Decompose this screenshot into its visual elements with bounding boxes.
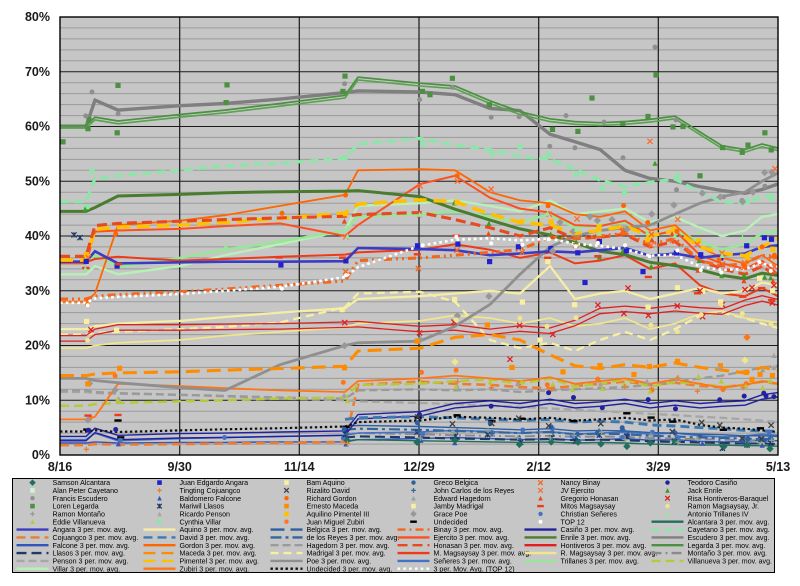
svg-text:12/29: 12/29 <box>403 460 434 474</box>
svg-text:0%: 0% <box>32 448 50 462</box>
svg-text:Richard Gordon: Richard Gordon <box>307 495 357 503</box>
svg-text:Poe 3 per. mov. avg.: Poe 3 per. mov. avg. <box>307 558 372 566</box>
svg-text:Eddie Villanueva: Eddie Villanueva <box>53 518 106 526</box>
svg-text:50%: 50% <box>25 174 50 188</box>
svg-text:Mariwil Llasos: Mariwil Llasos <box>180 503 225 511</box>
svg-text:Juan Miguel Zubiri: Juan Miguel Zubiri <box>307 518 365 526</box>
svg-text:Gregorio Honasan: Gregorio Honasan <box>561 495 619 503</box>
svg-text:Alcantara 3 per. mov. avg.: Alcantara 3 per. mov. avg. <box>688 518 770 526</box>
svg-text:Aquilino Pimentel III: Aquilino Pimentel III <box>307 511 370 519</box>
svg-text:Aquino 3 per. mov. avg.: Aquino 3 per. mov. avg. <box>180 526 254 534</box>
svg-text:Hontiveros 3 per. mov. avg.: Hontiveros 3 per. mov. avg. <box>561 542 647 550</box>
svg-text:Villanueva 3 per. mov. avg.: Villanueva 3 per. mov. avg. <box>688 558 773 566</box>
svg-text:John Carlos de los Reyes: John Carlos de los Reyes <box>434 487 515 495</box>
svg-text:Grace Poe: Grace Poe <box>434 511 468 519</box>
svg-text:Montaño 3 per. mov. avg.: Montaño 3 per. mov. avg. <box>688 550 768 558</box>
svg-text:Christian Señeres: Christian Señeres <box>561 511 618 519</box>
svg-text:Cojuangco 3 per. mov. avg.: Cojuangco 3 per. mov. avg. <box>53 534 139 542</box>
svg-text:Escudero 3 per. mov. avg.: Escudero 3 per. mov. avg. <box>688 534 770 542</box>
svg-text:30%: 30% <box>25 284 50 298</box>
svg-text:Belgica 3 per. mov. avg.: Belgica 3 per. mov. avg. <box>307 526 382 534</box>
svg-text:Señeres 3 per. mov. avg.: Señeres 3 per. mov. avg. <box>434 558 512 566</box>
svg-text:Samson Alcantara: Samson Alcantara <box>53 479 111 487</box>
svg-text:Falcone 3 per. mov. avg.: Falcone 3 per. mov. avg. <box>53 542 130 550</box>
svg-text:9/30: 9/30 <box>168 460 192 474</box>
svg-text:Tingting Cojuangco: Tingting Cojuangco <box>180 487 241 495</box>
svg-text:Edward Hagedorn: Edward Hagedorn <box>434 495 491 503</box>
svg-text:20%: 20% <box>25 339 50 353</box>
svg-text:60%: 60% <box>25 120 50 134</box>
svg-text:40%: 40% <box>25 229 50 243</box>
svg-text:Madrigal 3 per. mov. avg.: Madrigal 3 per. mov. avg. <box>307 550 386 558</box>
svg-text:Antonio Trillanes IV: Antonio Trillanes IV <box>688 511 749 519</box>
svg-text:3 per. Mov. Avg. (TOP 12): 3 per. Mov. Avg. (TOP 12) <box>434 565 515 573</box>
svg-text:Honasan 3 per. mov. avg.: Honasan 3 per. mov. avg. <box>434 542 514 550</box>
svg-text:Villar 3 per. mov. avg.: Villar 3 per. mov. avg. <box>53 565 121 573</box>
svg-text:Cynthia Villar: Cynthia Villar <box>180 518 222 526</box>
svg-text:R. Magsaysay 3 per. mov. avg.: R. Magsaysay 3 per. mov. avg. <box>561 550 658 558</box>
svg-text:Rizalito David: Rizalito David <box>307 487 350 495</box>
svg-text:Pimentel 3 per. mov. avg.: Pimentel 3 per. mov. avg. <box>180 558 260 566</box>
svg-text:JV Ejercito: JV Ejercito <box>561 487 595 495</box>
svg-text:2/12: 2/12 <box>527 460 551 474</box>
svg-text:5/13: 5/13 <box>766 460 790 474</box>
svg-text:Ramon Magsaysay, Jr.: Ramon Magsaysay, Jr. <box>688 503 760 511</box>
svg-text:Cayetano 3 per. mov. avg.: Cayetano 3 per. mov. avg. <box>688 526 770 534</box>
svg-text:Trillanes 3 per. mov. avg.: Trillanes 3 per. mov. avg. <box>561 558 639 566</box>
svg-text:Legarda 3 per. mov. avg.: Legarda 3 per. mov. avg. <box>688 542 766 550</box>
svg-text:de los Reyes 3 per. mov. avg.: de los Reyes 3 per. mov. avg. <box>307 534 400 542</box>
svg-text:Maceda 3 per. mov. avg.: Maceda 3 per. mov. avg. <box>180 550 257 558</box>
svg-text:Binay 3 per. mov. avg.: Binay 3 per. mov. avg. <box>434 526 504 534</box>
svg-text:Bam Aquino: Bam Aquino <box>307 479 345 487</box>
svg-text:Undecided: Undecided <box>434 518 468 526</box>
svg-text:Greco Belgica: Greco Belgica <box>434 479 479 487</box>
svg-text:3/29: 3/29 <box>646 460 670 474</box>
svg-text:TOP 12: TOP 12 <box>561 518 585 526</box>
svg-text:Alan Peter Cayetano: Alan Peter Cayetano <box>53 487 119 495</box>
svg-text:Penson 3 per. mov. avg.: Penson 3 per. mov. avg. <box>53 558 129 566</box>
svg-text:Llasos 3 per. mov. avg.: Llasos 3 per. mov. avg. <box>53 550 125 558</box>
svg-text:Zubiri 3 per. mov. avg.: Zubiri 3 per. mov. avg. <box>180 565 250 573</box>
svg-text:Ricardo Penson: Ricardo Penson <box>180 511 231 519</box>
svg-text:Undecided 3 per. mov. avg.: Undecided 3 per. mov. avg. <box>307 565 393 573</box>
svg-text:Mitos Magsaysay: Mitos Magsaysay <box>561 503 616 511</box>
svg-text:Hagedorn 3 per. mov. avg.: Hagedorn 3 per. mov. avg. <box>307 542 390 550</box>
svg-text:Ernesto Maceda: Ernesto Maceda <box>307 503 359 511</box>
svg-text:Jack Enrile: Jack Enrile <box>688 487 723 495</box>
svg-text:10%: 10% <box>25 393 50 407</box>
svg-text:Juan Edgardo Angara: Juan Edgardo Angara <box>180 479 249 487</box>
svg-text:Ejercito 3 per. mov. avg.: Ejercito 3 per. mov. avg. <box>434 534 510 542</box>
svg-text:Francis Escudero: Francis Escudero <box>53 495 108 503</box>
svg-text:8/16: 8/16 <box>48 460 72 474</box>
svg-text:Ramon Montaño: Ramon Montaño <box>53 511 105 519</box>
svg-text:Nancy Binay: Nancy Binay <box>561 479 601 487</box>
svg-text:Jamby Madrigal: Jamby Madrigal <box>434 503 484 511</box>
svg-text:Enrile 3 per. mov. avg.: Enrile 3 per. mov. avg. <box>561 534 631 542</box>
svg-text:Loren Legarda: Loren Legarda <box>53 503 99 511</box>
svg-text:11/14: 11/14 <box>284 460 315 474</box>
svg-text:Gordon 3 per. mov. avg.: Gordon 3 per. mov. avg. <box>180 542 256 550</box>
svg-text:Risa Hontiveros-Baraquel: Risa Hontiveros-Baraquel <box>688 495 769 503</box>
svg-text:80%: 80% <box>25 10 50 24</box>
svg-text:Casiño 3 per. mov. avg.: Casiño 3 per. mov. avg. <box>561 526 635 534</box>
svg-text:Teodoro Casiño: Teodoro Casiño <box>688 479 738 487</box>
svg-text:Baldomero Falcone: Baldomero Falcone <box>180 495 242 503</box>
svg-text:M. Magsaysay 3 per. mov. avg.: M. Magsaysay 3 per. mov. avg. <box>434 550 532 558</box>
svg-text:Angara 3 per. mov. avg.: Angara 3 per. mov. avg. <box>53 526 128 534</box>
svg-text:David 3 per. mov. avg.: David 3 per. mov. avg. <box>180 534 250 542</box>
svg-text:70%: 70% <box>25 65 50 79</box>
